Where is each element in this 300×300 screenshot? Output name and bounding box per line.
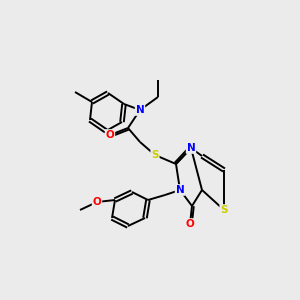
Text: N: N — [136, 105, 144, 115]
Text: S: S — [220, 205, 228, 215]
Text: O: O — [186, 219, 194, 229]
Text: N: N — [187, 143, 195, 153]
Text: O: O — [93, 197, 101, 207]
Text: N: N — [176, 185, 184, 195]
Text: S: S — [151, 150, 159, 160]
Text: O: O — [106, 130, 114, 140]
